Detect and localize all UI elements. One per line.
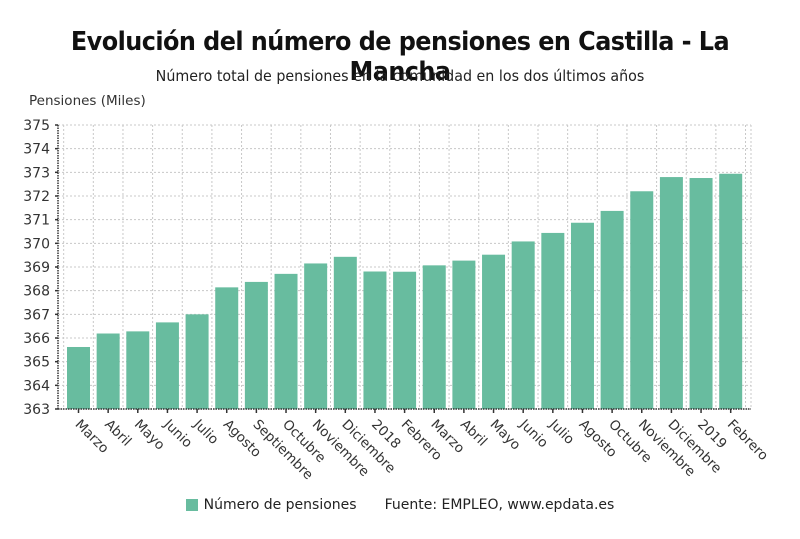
x-tick-labels: MarzoAbrilMayoJunioJulioAgostoSeptiembre… [72,416,772,483]
bar[interactable] [511,241,535,409]
bar[interactable] [126,331,150,409]
bar[interactable] [659,177,683,409]
bar[interactable] [215,287,239,409]
bar[interactable] [96,333,120,409]
y-axis-label: Pensiones (Miles) [29,93,146,109]
bar[interactable] [363,271,387,409]
x-tick-label: Julio [190,416,222,448]
x-tick-label: Junio [516,416,551,451]
bar[interactable] [67,346,90,409]
legend-label: Número de pensiones [203,497,357,513]
bar[interactable] [719,173,743,409]
y-tick-label: 367 [23,307,50,323]
bar[interactable] [393,271,417,409]
chart-title: Evolución del número de pensiones en Cas… [70,27,730,87]
y-tick-label: 374 [23,142,50,158]
bar[interactable] [185,314,209,409]
y-tick-label: 363 [23,402,50,418]
bar[interactable] [570,222,594,409]
axes [55,124,751,413]
legend-swatch [185,499,198,511]
y-tick-labels: 363 364 365 366 367 368 369 370 371 372 373 374 375 [23,118,50,418]
x-tick-label: Junio [160,416,195,451]
legend: Número de pensiones Fuente: EMPLEO, www.… [0,497,800,513]
x-tick-label: Julio [545,416,577,448]
bar[interactable] [333,256,357,409]
bars [67,173,743,409]
x-tick-label: Mayo [487,417,524,454]
y-tick-label: 369 [23,260,50,276]
y-tick-label: 370 [23,236,50,252]
y-tick-label: 368 [23,284,50,300]
x-tick-label: Mayo [131,417,168,454]
y-tick-label: 372 [23,189,50,205]
bar[interactable] [304,263,328,409]
bar[interactable] [482,254,506,409]
source-note: Fuente: EMPLEO, www.epdata.es [384,497,615,513]
bar[interactable] [541,232,565,409]
bar[interactable] [600,210,624,409]
bar[interactable] [630,191,654,409]
y-tick-label: 365 [23,355,50,371]
y-tick-label: 364 [23,378,50,394]
bar[interactable] [244,281,268,409]
bar[interactable] [155,322,179,409]
bar[interactable] [274,273,298,409]
bar[interactable] [422,265,446,409]
legend-item-pensiones: Número de pensiones [185,497,357,513]
y-tick-label: 373 [23,165,50,181]
x-tick-label: Febrero [724,417,771,464]
y-tick-label: 366 [23,331,50,347]
y-tick-label: 375 [23,118,50,134]
bar[interactable] [452,260,476,409]
bar[interactable] [689,178,713,409]
y-tick-label: 371 [23,213,50,229]
chart-subtitle: Número total de pensiones en la comunida… [155,67,645,85]
